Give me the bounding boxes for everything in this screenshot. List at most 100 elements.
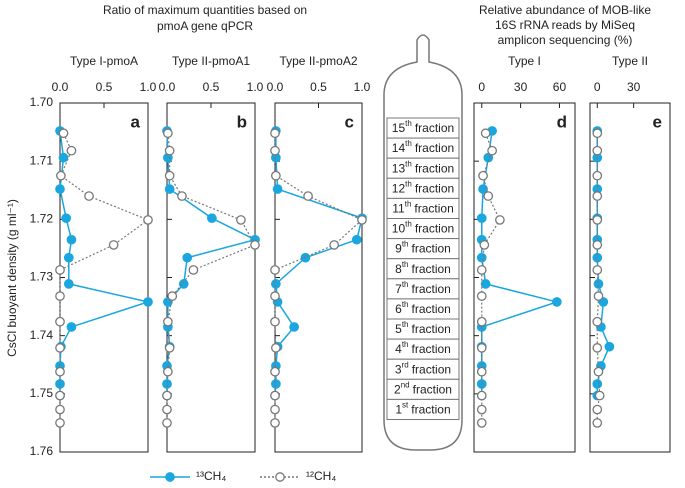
series-line (166, 130, 258, 396)
fraction-word: fraction (412, 302, 451, 316)
x-tick-label: 0 (594, 80, 601, 94)
data-point (164, 145, 175, 156)
x-tick-label: 60 (553, 80, 567, 94)
data-point (270, 316, 280, 327)
data-point (58, 152, 69, 163)
data-point (480, 279, 491, 289)
fraction-label: 9th fraction (395, 240, 451, 256)
data-point (329, 240, 340, 250)
fraction-label: 7th fraction (395, 280, 451, 296)
data-point (476, 265, 487, 275)
panel-title: Type I (508, 54, 541, 68)
data-point (592, 128, 603, 139)
panel-label: a (131, 112, 141, 131)
data-point (592, 404, 603, 415)
panel-title: Type I-pmoA (70, 54, 138, 68)
data-point (163, 128, 173, 139)
data-point (55, 390, 65, 401)
fraction-suffix: th (402, 280, 409, 289)
data-point (61, 213, 72, 224)
y-tick-label: 1.72 (30, 212, 54, 226)
data-point (592, 191, 603, 201)
data-point (478, 170, 488, 181)
panel-label: c (345, 112, 354, 131)
data-point (163, 316, 173, 327)
fraction-number: 2 (394, 383, 401, 397)
fraction-suffix: th (402, 320, 409, 329)
fraction-number: 4 (395, 342, 402, 356)
data-point (592, 145, 603, 156)
legend-label: ¹²CH₄ (306, 469, 336, 483)
panels: Type I-pmoA a 0.0 0.5 1.0 1.70 1.71 1.72 1.73 1.7… (5, 54, 671, 458)
legend-label: ¹³CH₄ (196, 469, 226, 483)
fraction-box (386, 398, 460, 420)
data-point (271, 279, 281, 289)
data-point (592, 316, 603, 327)
data-point (272, 184, 283, 194)
fraction-label: 2nd fraction (394, 380, 452, 396)
data-point (593, 366, 604, 377)
data-point (476, 366, 487, 377)
data-point (270, 265, 280, 275)
data-point (480, 128, 491, 139)
fraction-number: 3 (395, 362, 402, 376)
data-point (162, 418, 172, 428)
series-line (274, 130, 363, 396)
data-point (162, 404, 172, 415)
tube (383, 34, 463, 451)
x-tick-label: 0.0 (159, 80, 176, 94)
y-tick-label: 1.76 (30, 444, 54, 458)
data-point (476, 252, 487, 263)
x-tick-label: 0 (478, 80, 485, 94)
data-point (592, 343, 603, 353)
data-point (592, 418, 603, 428)
fraction-suffix: th (402, 260, 409, 269)
data-point (476, 213, 487, 224)
data-point (162, 379, 172, 389)
data-point (476, 343, 487, 353)
panel-title: Type II (612, 54, 648, 68)
series-line (59, 132, 150, 423)
fraction-number: 1 (395, 403, 402, 417)
fraction-label: 13th fraction (392, 159, 454, 175)
right-title: amplicon sequencing (%) (498, 33, 633, 47)
data-point (58, 128, 69, 139)
x-tick-label: 0.0 (52, 80, 69, 94)
x-tick-label: 0.5 (96, 80, 113, 94)
fraction-suffix: th (405, 179, 412, 188)
data-point (108, 240, 119, 250)
x-tick-label: 30 (627, 80, 641, 94)
data-point (143, 297, 153, 307)
y-tick-label: 1.75 (30, 386, 54, 400)
panel-label: e (653, 112, 662, 131)
data-point (495, 215, 505, 225)
panel-label: d (557, 112, 567, 131)
panel-title: Type II-pmoA2 (279, 54, 357, 68)
data-point (303, 191, 313, 201)
x-tick-label: 1.0 (140, 80, 157, 94)
y-axis-label: CsCl buoyant density (g ml⁻¹) (5, 199, 19, 357)
y-tick-label: 1.71 (30, 153, 54, 167)
data-point (476, 404, 487, 415)
fraction-word: fraction (412, 342, 451, 356)
data-point (178, 279, 189, 289)
series-line (596, 130, 611, 396)
panel-title: Type II-pmoA1 (172, 54, 250, 68)
fraction-suffix: rd (402, 360, 409, 369)
fraction-label: 5th fraction (395, 320, 451, 336)
panel-frame (274, 102, 363, 453)
panel-frame (166, 102, 256, 453)
left-title: Ratio of maximum quantities based on (103, 3, 307, 17)
data-point (270, 291, 280, 301)
data-point (66, 322, 77, 332)
data-point (476, 291, 487, 301)
fraction-label: 12th fraction (392, 179, 454, 195)
fraction-word: fraction (415, 161, 454, 175)
panel-frame (59, 102, 149, 453)
fraction-label: 15th fraction (392, 119, 454, 135)
data-point (289, 322, 299, 332)
data-point (162, 390, 172, 401)
fraction-word: fraction (411, 403, 450, 417)
